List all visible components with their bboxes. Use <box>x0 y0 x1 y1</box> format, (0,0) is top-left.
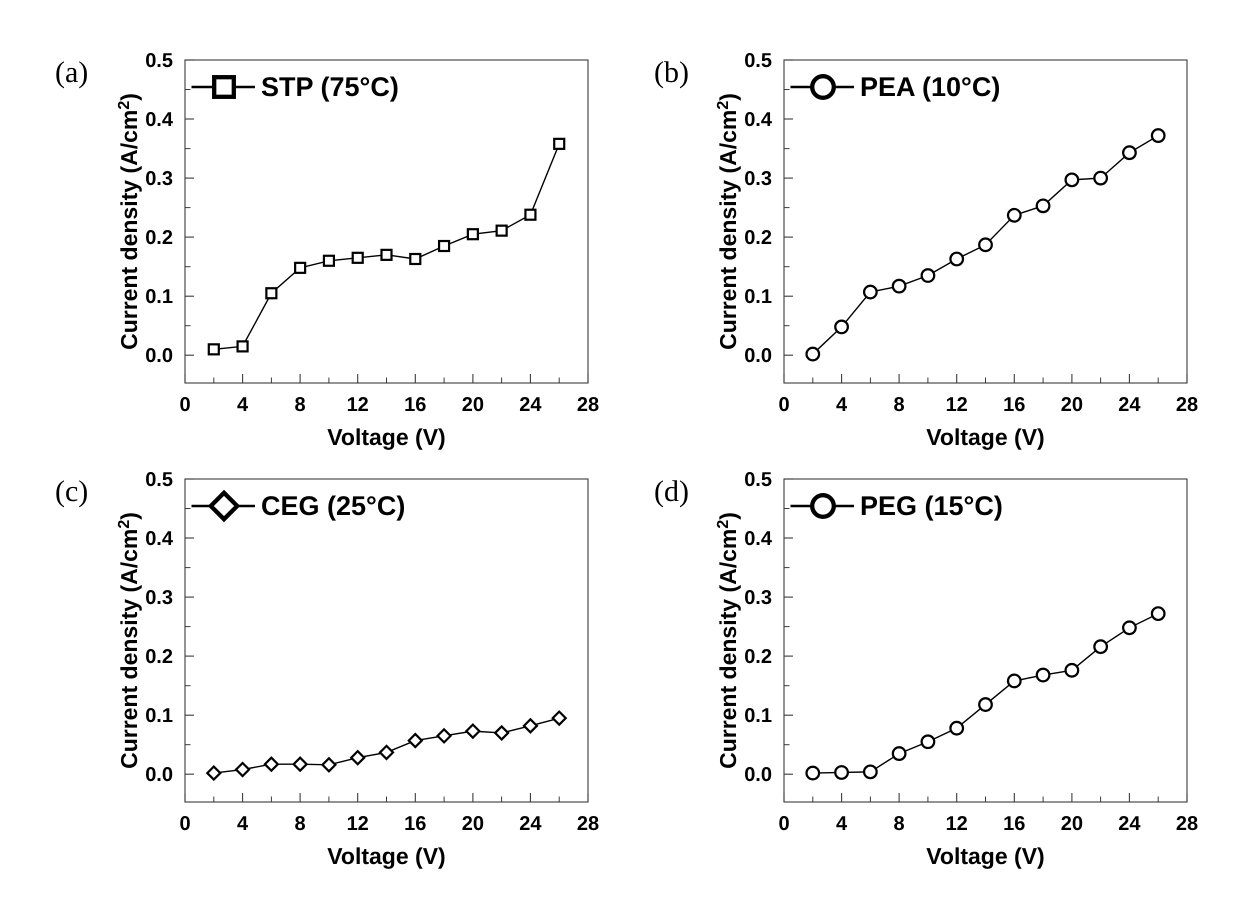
svg-text:(b): (b) <box>654 56 689 89</box>
svg-text:Current density (A/cm2): Current density (A/cm2) <box>715 512 742 769</box>
svg-text:0: 0 <box>778 813 789 835</box>
svg-text:0.2: 0.2 <box>145 646 173 668</box>
svg-text:12: 12 <box>347 394 369 416</box>
svg-text:8: 8 <box>295 394 306 416</box>
svg-text:0.5: 0.5 <box>744 469 772 491</box>
svg-text:PEA (10°C): PEA (10°C) <box>860 72 1000 102</box>
svg-text:Current density (A/cm2): Current density (A/cm2) <box>116 93 143 350</box>
svg-text:12: 12 <box>946 813 968 835</box>
svg-text:24: 24 <box>519 813 542 835</box>
svg-text:12: 12 <box>347 813 369 835</box>
svg-text:STP (75°C): STP (75°C) <box>261 72 399 102</box>
svg-text:0: 0 <box>179 813 190 835</box>
svg-text:0.4: 0.4 <box>744 109 773 131</box>
svg-text:4: 4 <box>237 813 249 835</box>
svg-text:0.1: 0.1 <box>744 286 772 308</box>
svg-text:0.2: 0.2 <box>744 646 772 668</box>
svg-text:0.0: 0.0 <box>744 764 772 786</box>
svg-text:Voltage (V): Voltage (V) <box>926 424 1044 450</box>
svg-text:4: 4 <box>836 813 848 835</box>
svg-text:28: 28 <box>1176 813 1198 835</box>
svg-text:28: 28 <box>577 394 599 416</box>
svg-text:Voltage (V): Voltage (V) <box>327 424 445 450</box>
svg-text:(a): (a) <box>55 56 88 89</box>
svg-text:20: 20 <box>1061 394 1083 416</box>
svg-text:4: 4 <box>237 394 249 416</box>
svg-text:Voltage (V): Voltage (V) <box>926 843 1044 869</box>
svg-text:0.3: 0.3 <box>744 168 772 190</box>
svg-text:0.4: 0.4 <box>744 528 773 550</box>
svg-text:PEG (15°C): PEG (15°C) <box>860 491 1003 521</box>
svg-text:0.1: 0.1 <box>145 286 173 308</box>
svg-text:0.5: 0.5 <box>145 469 173 491</box>
svg-text:0.3: 0.3 <box>145 168 173 190</box>
svg-text:0.5: 0.5 <box>145 50 173 72</box>
svg-text:24: 24 <box>519 394 542 416</box>
svg-text:0.2: 0.2 <box>744 227 772 249</box>
svg-text:0.0: 0.0 <box>744 345 772 367</box>
svg-text:24: 24 <box>1118 394 1141 416</box>
svg-text:(d): (d) <box>654 475 689 508</box>
svg-text:0.4: 0.4 <box>145 528 174 550</box>
svg-text:Current density (A/cm2): Current density (A/cm2) <box>715 93 742 350</box>
svg-text:CEG (25°C): CEG (25°C) <box>261 491 405 521</box>
svg-text:24: 24 <box>1118 813 1141 835</box>
svg-text:0: 0 <box>778 394 789 416</box>
svg-text:20: 20 <box>462 394 484 416</box>
svg-text:0.4: 0.4 <box>145 109 174 131</box>
svg-text:Voltage (V): Voltage (V) <box>327 843 445 869</box>
svg-text:0: 0 <box>179 394 190 416</box>
svg-text:28: 28 <box>577 813 599 835</box>
svg-text:0.1: 0.1 <box>744 705 772 727</box>
svg-text:16: 16 <box>1003 813 1025 835</box>
svg-text:8: 8 <box>894 813 905 835</box>
svg-text:12: 12 <box>946 394 968 416</box>
svg-text:8: 8 <box>894 394 905 416</box>
svg-text:0.2: 0.2 <box>145 227 173 249</box>
svg-text:16: 16 <box>404 394 426 416</box>
svg-text:28: 28 <box>1176 394 1198 416</box>
svg-text:0.3: 0.3 <box>744 587 772 609</box>
svg-text:0.5: 0.5 <box>744 50 772 72</box>
svg-text:4: 4 <box>836 394 848 416</box>
svg-text:0.0: 0.0 <box>145 345 173 367</box>
svg-text:20: 20 <box>462 813 484 835</box>
svg-text:0.3: 0.3 <box>145 587 173 609</box>
svg-text:16: 16 <box>404 813 426 835</box>
svg-text:0.1: 0.1 <box>145 705 173 727</box>
svg-text:16: 16 <box>1003 394 1025 416</box>
svg-text:20: 20 <box>1061 813 1083 835</box>
svg-text:0.0: 0.0 <box>145 764 173 786</box>
svg-text:Current density (A/cm2): Current density (A/cm2) <box>116 512 143 769</box>
svg-text:8: 8 <box>295 813 306 835</box>
svg-text:(c): (c) <box>55 475 88 508</box>
